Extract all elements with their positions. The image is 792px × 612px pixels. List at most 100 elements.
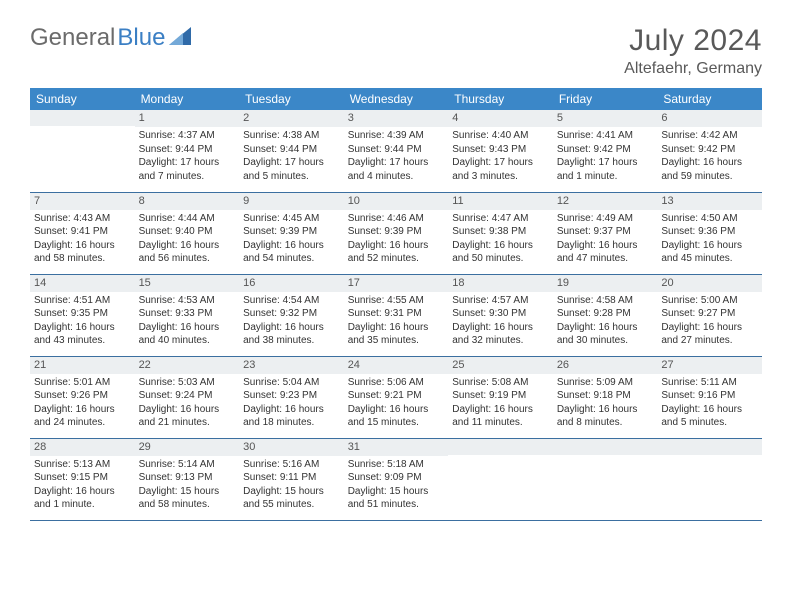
brand-part2: Blue [117,24,165,52]
day-number: 20 [657,275,762,292]
day-number [553,439,658,455]
calendar-page: GeneralBlue July 2024 Altefaehr, Germany… [0,0,792,521]
day-details: Sunrise: 5:01 AMSunset: 9:26 PMDaylight:… [30,374,135,434]
day-details: Sunrise: 4:49 AMSunset: 9:37 PMDaylight:… [553,210,658,270]
day-details: Sunrise: 5:06 AMSunset: 9:21 PMDaylight:… [344,374,449,434]
day-header: Sunday [30,88,135,110]
day-details: Sunrise: 4:51 AMSunset: 9:35 PMDaylight:… [30,292,135,352]
day-number [448,439,553,455]
calendar-cell: 31Sunrise: 5:18 AMSunset: 9:09 PMDayligh… [344,438,449,520]
day-number: 16 [239,275,344,292]
day-header: Saturday [657,88,762,110]
day-details: Sunrise: 4:39 AMSunset: 9:44 PMDaylight:… [344,127,449,187]
calendar-cell: 17Sunrise: 4:55 AMSunset: 9:31 PMDayligh… [344,274,449,356]
calendar-cell: 8Sunrise: 4:44 AMSunset: 9:40 PMDaylight… [135,192,240,274]
calendar-cell [657,438,762,520]
calendar-cell: 6Sunrise: 4:42 AMSunset: 9:42 PMDaylight… [657,110,762,192]
day-number: 21 [30,357,135,374]
day-details: Sunrise: 5:16 AMSunset: 9:11 PMDaylight:… [239,456,344,516]
day-details: Sunrise: 4:57 AMSunset: 9:30 PMDaylight:… [448,292,553,352]
day-number: 26 [553,357,658,374]
calendar-cell [448,438,553,520]
day-details: Sunrise: 5:11 AMSunset: 9:16 PMDaylight:… [657,374,762,434]
day-number: 31 [344,439,449,456]
calendar-cell: 21Sunrise: 5:01 AMSunset: 9:26 PMDayligh… [30,356,135,438]
calendar-cell: 12Sunrise: 4:49 AMSunset: 9:37 PMDayligh… [553,192,658,274]
day-number: 10 [344,193,449,210]
day-header: Friday [553,88,658,110]
calendar-cell: 5Sunrise: 4:41 AMSunset: 9:42 PMDaylight… [553,110,658,192]
day-details: Sunrise: 4:47 AMSunset: 9:38 PMDaylight:… [448,210,553,270]
day-number: 17 [344,275,449,292]
day-details: Sunrise: 4:43 AMSunset: 9:41 PMDaylight:… [30,210,135,270]
day-number: 25 [448,357,553,374]
calendar-cell: 28Sunrise: 5:13 AMSunset: 9:15 PMDayligh… [30,438,135,520]
day-number: 1 [135,110,240,127]
title-block: July 2024 Altefaehr, Germany [624,24,762,78]
day-number: 4 [448,110,553,127]
day-number: 11 [448,193,553,210]
calendar-cell: 27Sunrise: 5:11 AMSunset: 9:16 PMDayligh… [657,356,762,438]
day-number: 29 [135,439,240,456]
calendar-cell: 3Sunrise: 4:39 AMSunset: 9:44 PMDaylight… [344,110,449,192]
day-details: Sunrise: 5:14 AMSunset: 9:13 PMDaylight:… [135,456,240,516]
day-number: 24 [344,357,449,374]
day-number: 28 [30,439,135,456]
calendar-cell: 11Sunrise: 4:47 AMSunset: 9:38 PMDayligh… [448,192,553,274]
calendar-week-row: 14Sunrise: 4:51 AMSunset: 9:35 PMDayligh… [30,274,762,356]
day-details: Sunrise: 4:44 AMSunset: 9:40 PMDaylight:… [135,210,240,270]
day-header: Tuesday [239,88,344,110]
day-details: Sunrise: 5:08 AMSunset: 9:19 PMDaylight:… [448,374,553,434]
day-details: Sunrise: 5:04 AMSunset: 9:23 PMDaylight:… [239,374,344,434]
calendar-cell: 22Sunrise: 5:03 AMSunset: 9:24 PMDayligh… [135,356,240,438]
brand-triangle-icon [169,24,191,52]
day-number: 14 [30,275,135,292]
day-number: 27 [657,357,762,374]
calendar-cell: 19Sunrise: 4:58 AMSunset: 9:28 PMDayligh… [553,274,658,356]
day-details: Sunrise: 5:09 AMSunset: 9:18 PMDaylight:… [553,374,658,434]
calendar-cell: 13Sunrise: 4:50 AMSunset: 9:36 PMDayligh… [657,192,762,274]
calendar-cell: 26Sunrise: 5:09 AMSunset: 9:18 PMDayligh… [553,356,658,438]
day-details: Sunrise: 4:50 AMSunset: 9:36 PMDaylight:… [657,210,762,270]
calendar-cell: 30Sunrise: 5:16 AMSunset: 9:11 PMDayligh… [239,438,344,520]
calendar-cell: 16Sunrise: 4:54 AMSunset: 9:32 PMDayligh… [239,274,344,356]
calendar-cell: 24Sunrise: 5:06 AMSunset: 9:21 PMDayligh… [344,356,449,438]
day-number [657,439,762,455]
brand-logo: GeneralBlue [30,24,191,52]
day-details: Sunrise: 4:40 AMSunset: 9:43 PMDaylight:… [448,127,553,187]
calendar-cell: 10Sunrise: 4:46 AMSunset: 9:39 PMDayligh… [344,192,449,274]
day-details: Sunrise: 4:45 AMSunset: 9:39 PMDaylight:… [239,210,344,270]
page-header: GeneralBlue July 2024 Altefaehr, Germany [30,24,762,78]
day-details: Sunrise: 5:03 AMSunset: 9:24 PMDaylight:… [135,374,240,434]
calendar-week-row: 1Sunrise: 4:37 AMSunset: 9:44 PMDaylight… [30,110,762,192]
calendar-cell: 25Sunrise: 5:08 AMSunset: 9:19 PMDayligh… [448,356,553,438]
calendar-cell: 29Sunrise: 5:14 AMSunset: 9:13 PMDayligh… [135,438,240,520]
location-label: Altefaehr, Germany [624,60,762,78]
day-number: 19 [553,275,658,292]
day-number: 3 [344,110,449,127]
day-header: Wednesday [344,88,449,110]
day-header: Monday [135,88,240,110]
day-details: Sunrise: 5:00 AMSunset: 9:27 PMDaylight:… [657,292,762,352]
day-number: 5 [553,110,658,127]
calendar-cell: 18Sunrise: 4:57 AMSunset: 9:30 PMDayligh… [448,274,553,356]
day-number: 13 [657,193,762,210]
calendar-cell: 23Sunrise: 5:04 AMSunset: 9:23 PMDayligh… [239,356,344,438]
calendar-week-row: 7Sunrise: 4:43 AMSunset: 9:41 PMDaylight… [30,192,762,274]
day-details: Sunrise: 4:37 AMSunset: 9:44 PMDaylight:… [135,127,240,187]
calendar-cell [553,438,658,520]
day-number: 30 [239,439,344,456]
day-number: 23 [239,357,344,374]
calendar-cell: 15Sunrise: 4:53 AMSunset: 9:33 PMDayligh… [135,274,240,356]
calendar-cell [30,110,135,192]
day-details: Sunrise: 4:38 AMSunset: 9:44 PMDaylight:… [239,127,344,187]
calendar-cell: 1Sunrise: 4:37 AMSunset: 9:44 PMDaylight… [135,110,240,192]
calendar-body: 1Sunrise: 4:37 AMSunset: 9:44 PMDaylight… [30,110,762,520]
calendar-week-row: 21Sunrise: 5:01 AMSunset: 9:26 PMDayligh… [30,356,762,438]
day-details: Sunrise: 4:53 AMSunset: 9:33 PMDaylight:… [135,292,240,352]
day-details: Sunrise: 4:55 AMSunset: 9:31 PMDaylight:… [344,292,449,352]
day-header-row: SundayMondayTuesdayWednesdayThursdayFrid… [30,88,762,110]
calendar-cell: 7Sunrise: 4:43 AMSunset: 9:41 PMDaylight… [30,192,135,274]
day-number: 6 [657,110,762,127]
calendar-cell: 2Sunrise: 4:38 AMSunset: 9:44 PMDaylight… [239,110,344,192]
